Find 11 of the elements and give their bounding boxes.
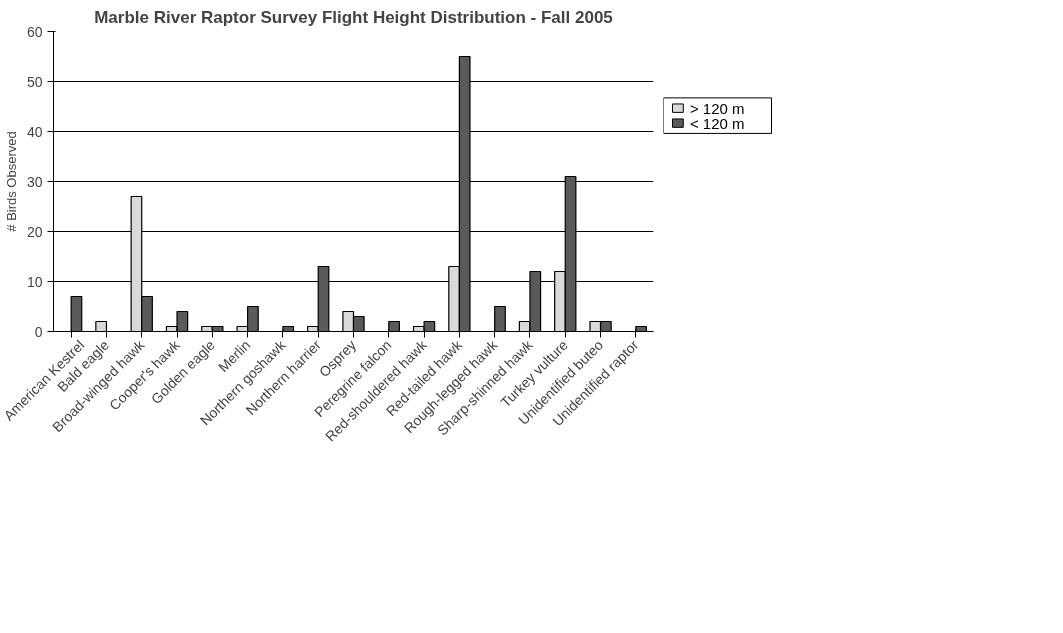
y-tick-label: 60 — [26, 23, 43, 40]
y-tick-label: 30 — [26, 173, 43, 190]
chart-title: Marble River Raptor Survey Flight Height Distribution - Fall 2005 — [94, 7, 613, 27]
legend-label: > 120 m — [689, 99, 745, 117]
y-tick-label: 10 — [26, 273, 43, 290]
y-tick-label: 20 — [26, 223, 43, 240]
y-tick-label: 0 — [34, 323, 43, 340]
y-axis-title: # Birds Observed — [3, 131, 19, 232]
legend-label: < 120 m — [689, 114, 745, 132]
y-tick-label: 40 — [26, 123, 43, 140]
y-tick-label: 50 — [26, 73, 43, 90]
